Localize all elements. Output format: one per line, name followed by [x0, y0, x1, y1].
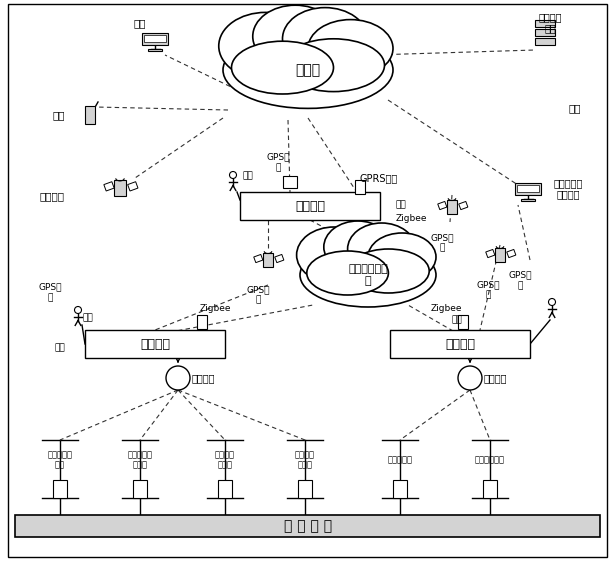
Bar [517, 185, 539, 192]
Text: 浊度传感器: 浊度传感器 [387, 456, 413, 465]
Ellipse shape [324, 221, 392, 273]
Text: 水质环境监
控计算机: 水质环境监 控计算机 [554, 178, 582, 200]
Bar [218, 480, 232, 498]
Bar [15, 515, 600, 537]
Circle shape [549, 298, 555, 306]
Bar [85, 106, 95, 124]
Ellipse shape [296, 227, 371, 283]
Bar [104, 182, 114, 191]
Bar [283, 176, 297, 188]
Text: 监测浮标: 监测浮标 [140, 338, 170, 351]
Bar [446, 200, 457, 214]
Text: 调用: 调用 [569, 103, 581, 113]
Ellipse shape [307, 251, 389, 295]
Bar [85, 330, 225, 358]
Bar [486, 250, 495, 257]
Text: GPS芯
片: GPS芯 片 [476, 280, 500, 300]
Text: 手机: 手机 [52, 110, 65, 120]
Bar [515, 183, 541, 195]
Text: 串口: 串口 [243, 171, 253, 180]
Bar [254, 255, 263, 263]
Text: 遥感卫星: 遥感卫星 [40, 191, 65, 201]
Bar [133, 480, 147, 498]
Text: 升降电机: 升降电机 [484, 373, 507, 383]
Bar [240, 192, 380, 220]
Bar [144, 35, 166, 42]
Text: 溶解氧传感
器节点: 溶解氧传感 器节点 [127, 450, 153, 470]
Ellipse shape [308, 20, 393, 77]
Ellipse shape [300, 243, 436, 307]
Text: 深度传感
器节点: 深度传感 器节点 [215, 450, 235, 470]
Bar [355, 180, 365, 194]
Text: 升降电机: 升降电机 [192, 373, 215, 383]
Text: GPS芯
片: GPS芯 片 [266, 153, 290, 172]
Text: 无线传感器网
络: 无线传感器网 络 [348, 264, 388, 286]
Bar [507, 250, 516, 257]
Bar [263, 253, 273, 266]
Text: Zigbee: Zigbee [430, 304, 462, 312]
Bar [148, 49, 162, 51]
Bar [458, 315, 468, 329]
Text: 监测浮标: 监测浮标 [445, 338, 475, 351]
Circle shape [74, 306, 82, 314]
Ellipse shape [368, 233, 436, 281]
Ellipse shape [347, 223, 416, 275]
Bar [275, 255, 284, 263]
Text: 串口: 串口 [396, 200, 407, 209]
Bar [459, 201, 468, 210]
Ellipse shape [219, 12, 312, 80]
Ellipse shape [282, 39, 384, 91]
Bar [390, 330, 530, 358]
Text: 互联网: 互联网 [295, 63, 320, 77]
Ellipse shape [347, 249, 429, 293]
Circle shape [166, 366, 190, 390]
Circle shape [229, 172, 237, 178]
Text: 串口: 串口 [82, 313, 93, 322]
Text: GPS芯
片: GPS芯 片 [38, 283, 62, 302]
Text: 叶绿素传感器: 叶绿素传感器 [475, 456, 505, 465]
Text: GPRS模块: GPRS模块 [360, 173, 399, 183]
Text: 数据库服
务器: 数据库服 务器 [538, 12, 561, 34]
Bar [143, 33, 168, 45]
Ellipse shape [282, 8, 368, 70]
Text: Zigbee: Zigbee [200, 304, 231, 312]
Ellipse shape [231, 41, 333, 94]
Bar [393, 480, 407, 498]
Bar [535, 20, 555, 27]
Text: 串口: 串口 [54, 343, 65, 352]
Bar [535, 38, 555, 45]
Text: GPS芯
片: GPS芯 片 [508, 270, 532, 290]
Bar [53, 480, 67, 498]
Ellipse shape [253, 5, 338, 67]
Ellipse shape [223, 31, 393, 108]
Text: GPS卫
星: GPS卫 星 [430, 233, 454, 252]
Bar [438, 201, 447, 210]
Text: 温度传感器
节点: 温度传感器 节点 [47, 450, 73, 470]
Bar [197, 315, 207, 329]
Text: 盐度传感
器节点: 盐度传感 器节点 [295, 450, 315, 470]
Bar [494, 249, 506, 262]
Bar [128, 182, 138, 191]
Text: 水 质 环 境: 水 质 环 境 [284, 519, 332, 533]
Text: Zigbee: Zigbee [396, 214, 427, 223]
Bar [535, 29, 555, 36]
Bar [521, 199, 535, 201]
Text: 监测浮标: 监测浮标 [295, 200, 325, 213]
Text: 串口: 串口 [451, 315, 462, 324]
Text: GPS卫
星: GPS卫 星 [246, 285, 270, 305]
Circle shape [458, 366, 482, 390]
Text: 终端: 终端 [133, 18, 146, 28]
Bar [483, 480, 497, 498]
Bar [114, 180, 126, 196]
Bar [298, 480, 312, 498]
